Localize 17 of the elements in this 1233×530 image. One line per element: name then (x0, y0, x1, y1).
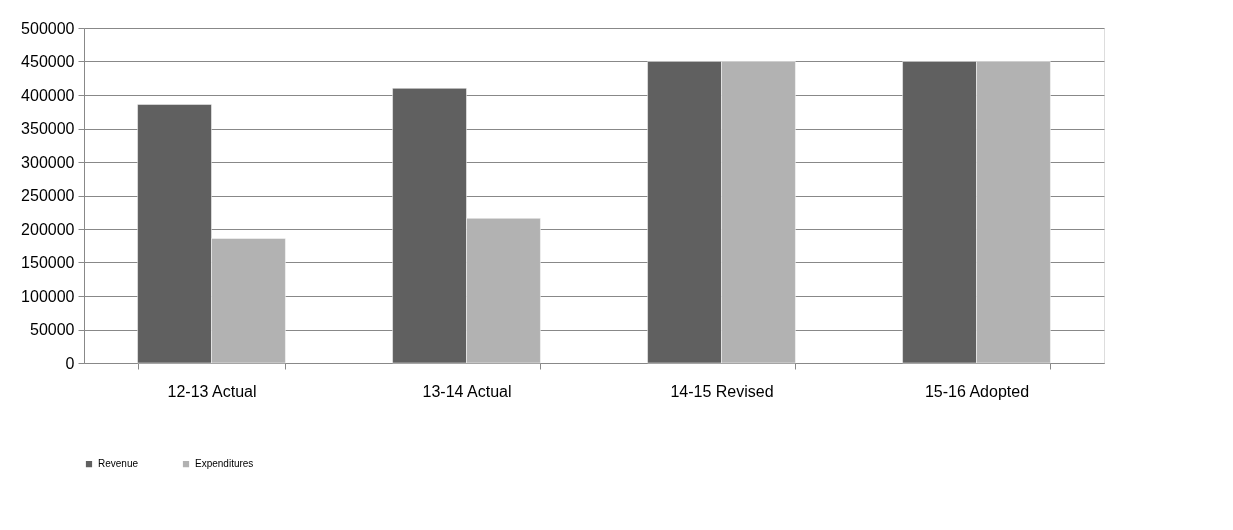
y-tick-label: 500000 (21, 19, 75, 37)
x-tick-label: 15-16 Adopted (924, 382, 1030, 400)
legend-label: Revenue (98, 458, 139, 470)
x-tick-label: 12-13 Actual (167, 382, 257, 400)
y-tick-label: 400000 (21, 86, 75, 104)
y-tick-label: 100000 (21, 287, 75, 305)
y-tick-label: 300000 (21, 153, 75, 171)
y-tick-label: 50000 (30, 321, 75, 338)
y-tick-label: 350000 (21, 120, 75, 137)
y-tick-label: 450000 (21, 53, 75, 70)
y-tick-label: 200000 (21, 220, 75, 238)
x-tick-label: 13-14 Actual (422, 382, 512, 400)
y-tick-label: 150000 (21, 254, 75, 271)
y-tick-label: 250000 (21, 187, 75, 204)
legend-label: Expenditures (195, 458, 254, 470)
x-tick-label: 14-15 Revised (670, 382, 774, 400)
y-tick-label: 0 (65, 354, 75, 372)
